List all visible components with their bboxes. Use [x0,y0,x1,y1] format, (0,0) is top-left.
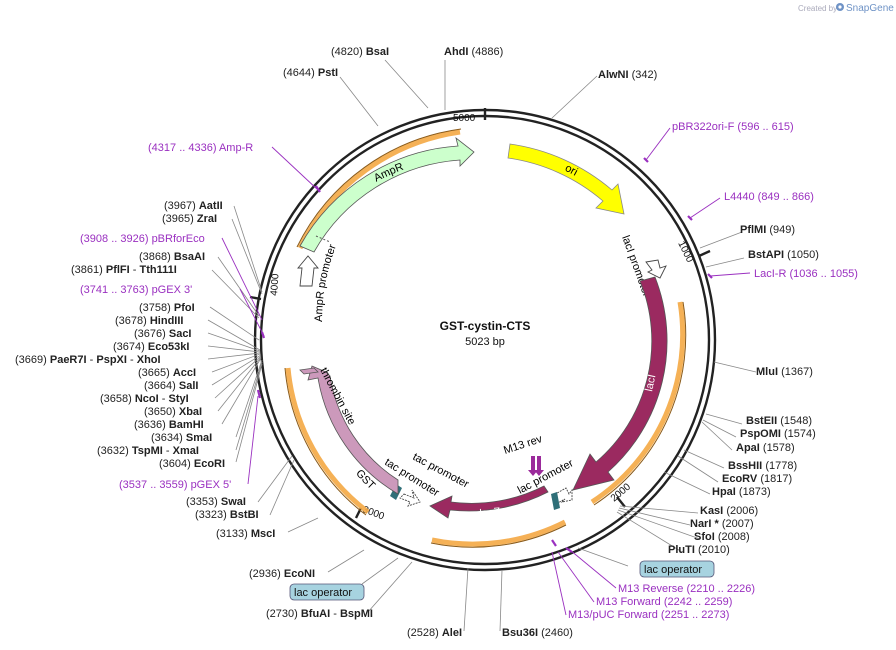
enzyme-bsaai[interactable]: (3868) BsaAI [139,251,205,263]
primer-leader-lines [221,127,751,616]
band-lacz [431,519,567,547]
tick-label-4000: 4000 [269,273,282,296]
enzyme-psti[interactable]: (4644) PstI [283,67,338,79]
enzyme-bstapi[interactable]: BstAPI (1050) [748,249,819,261]
feature-ori-label: ori [563,162,580,178]
lac-operator-box-2[interactable]: lac operator [289,557,399,601]
feature-ampr-promoter[interactable] [297,255,319,287]
enzyme-apai[interactable]: ApaI (1578) [736,442,795,454]
lac-operator-box-1[interactable]: lac operator [577,547,715,578]
plasmid-name: GST-cystin-CTS [440,319,531,333]
m13-rev-arrows[interactable] [528,456,544,476]
enzyme-smai[interactable]: (3634) SmaI [151,432,212,444]
enzyme-ncoi[interactable]: (3658) NcoI - StyI [100,393,189,405]
tick-3000 [354,507,363,519]
primer-pbrforeco[interactable]: (3908 .. 3926) pBRforEco [80,233,205,245]
enzyme-aatii[interactable]: (3967) AatII [164,200,223,212]
enzyme-zrai[interactable]: (3965) ZraI [162,213,217,225]
enzyme-sali[interactable]: (3664) SalI [144,380,198,392]
enzyme-hpai[interactable]: HpaI (1873) [712,486,771,498]
enzyme-alwni[interactable]: AlwNI (342) [598,69,657,81]
primer-l4440[interactable]: L4440 (849 .. 866) [724,191,814,203]
tick-marks [249,108,711,519]
enzyme-pluti[interactable]: PluTI (2010) [668,544,730,556]
feature-ampr-promoter-label: AmpR promoter [313,243,339,323]
branding-prefix: Created by [798,4,837,13]
feature-lacz[interactable] [429,485,549,519]
enzyme-kasi[interactable]: KasI (2006) [700,505,758,517]
enzyme-ecorv[interactable]: EcoRV (1817) [722,473,792,485]
feature-tac-promoter-2[interactable] [399,489,421,507]
enzyme-leader-lines [207,59,757,632]
feature-ori[interactable] [507,143,625,215]
enzyme-bsu36i[interactable]: Bsu36I (2460) [502,627,573,639]
enzyme-pflfi[interactable]: (3861) PflFI - Tth111I [71,264,177,276]
tick-label-5000: 5000 [453,113,476,124]
plasmid-length: 5023 bp [465,336,505,348]
tick-label-1000: 1000 [675,239,695,264]
primer-amp-r[interactable]: (4317 .. 4336) Amp-R [148,142,253,154]
enzyme-tspmi[interactable]: (3632) TspMI - XmaI [97,445,199,457]
primer-m13-reverse[interactable]: M13 Reverse (2210 .. 2226) [618,583,755,595]
feature-thrombin-site[interactable] [299,367,319,375]
enzyme-acci[interactable]: (3665) AccI [138,367,196,379]
enzyme-pspomi[interactable]: PspOMI (1574) [740,428,816,440]
enzyme-eco53ki[interactable]: (3674) Eco53kI [113,341,189,353]
primer-laci-r[interactable]: LacI-R (1036 .. 1055) [754,268,858,280]
enzyme-sfoi[interactable]: SfoI (2008) [694,531,750,543]
feature-laci[interactable] [572,276,668,491]
enzyme-saci[interactable]: (3676) SacI [134,328,192,340]
enzyme-xbai[interactable]: (3650) XbaI [144,406,202,418]
enzyme-bstbi[interactable]: (3323) BstBI [195,509,259,521]
feature-m13rev-label: M13 rev [502,433,544,457]
enzyme-bamhi[interactable]: (3636) BamHI [134,419,204,431]
band-laci [590,301,686,505]
primer-pgex-3[interactable]: (3741 .. 3763) pGEX 3' [80,284,192,296]
feature-ampr[interactable] [299,136,475,253]
feature-laci-label: lacI [643,373,658,392]
enzyme-nari[interactable]: NarI * (2007) [690,518,754,530]
enzyme-econi[interactable]: (2936) EcoNI [249,568,315,580]
lac-operator-label-1: lac operator [644,564,702,576]
tick-4000 [249,295,262,301]
snapgene-logo-icon [836,3,844,11]
feature-laci-promoter[interactable] [645,259,667,279]
enzyme-pflmi[interactable]: PflMI (949) [740,224,795,236]
enzyme-bsshii[interactable]: BssHII (1778) [728,460,797,472]
primer-m13-forward[interactable]: M13 Forward (2242 .. 2259) [596,596,732,608]
tick-2000 [616,496,626,508]
primer-pgex-5[interactable]: (3537 .. 3559) pGEX 5' [119,479,231,491]
feature-gst[interactable] [307,365,399,495]
enzyme-mlui[interactable]: MluI (1367) [756,366,813,378]
enzyme-ahdi[interactable]: AhdI (4886) [444,46,503,58]
enzyme-ecori[interactable]: (3604) EcoRI [159,458,225,470]
enzyme-pfoi[interactable]: (3758) PfoI [139,302,195,314]
band-gst [285,367,370,514]
primer-ticks [256,157,713,553]
enzyme-hindiii[interactable]: (3678) HindIII [115,315,183,327]
primer-pbr322ori-f[interactable]: pBR322ori-F (596 .. 615) [672,121,794,133]
tick-1000 [698,249,711,258]
primer-m13-puc-forward[interactable]: M13/pUC Forward (2251 .. 2273) [568,609,729,621]
enzyme-alei[interactable]: (2528) AleI [407,627,462,639]
lac-operator-label-2: lac operator [294,587,352,599]
enzyme-msci[interactable]: (3133) MscI [216,528,275,540]
enzyme-bsai[interactable]: (4820) BsaI [331,46,389,58]
feature-lacz-label: lacZα [479,505,508,520]
branding-name: SnapGene [846,3,894,14]
enzyme-bsteii[interactable]: BstEII (1548) [746,415,812,427]
enzyme-bfuai[interactable]: (2730) BfuAI - BspMI [266,608,373,620]
orientation-band-edges [284,128,687,548]
enzyme-swai[interactable]: (3353) SwaI [186,496,246,508]
enzyme-paer7i[interactable]: (3669) PaeR7I - PspXI - XhoI [15,354,161,366]
